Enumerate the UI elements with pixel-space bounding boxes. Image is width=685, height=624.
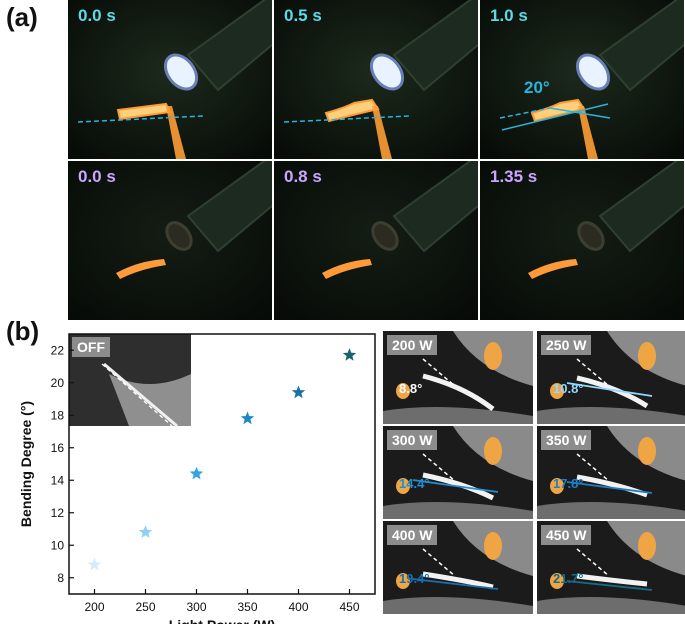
lamp-off <box>165 221 193 251</box>
lamp-light <box>575 53 611 91</box>
photo-scene <box>68 0 272 159</box>
x-tick-label: 250 <box>135 600 155 614</box>
x-tick-label: 350 <box>237 600 257 614</box>
power-label: 400 W <box>387 525 438 545</box>
sample-strip <box>116 259 166 279</box>
holder-glow <box>372 106 392 159</box>
time-label: 0.5 s <box>284 6 322 25</box>
y-tick-label: 8 <box>57 571 64 585</box>
y-tick-label: 22 <box>51 343 65 357</box>
data-point-star <box>87 557 102 571</box>
lamp-off <box>577 221 605 251</box>
lamp-barrel <box>186 161 272 253</box>
power-label: 250 W <box>541 335 592 355</box>
photo-scene <box>383 426 533 519</box>
power-photo: 400 W 19.4° <box>383 521 533 614</box>
photo-scene <box>537 331 685 424</box>
y-axis-label: Bending Degree (°) <box>18 401 34 527</box>
lamp-light <box>369 53 405 91</box>
power-photo: 350 W 17.8° <box>537 426 685 519</box>
y-tick-label: 18 <box>51 408 65 422</box>
x-axis-label: Light Power (W) <box>169 617 276 624</box>
power-label: 450 W <box>541 525 592 545</box>
lamp-barrel <box>392 0 478 92</box>
lamp-barrel <box>598 0 684 92</box>
x-tick-label: 400 <box>288 600 308 614</box>
sample-strip <box>324 98 380 123</box>
data-point-star <box>291 385 306 399</box>
time-label: 1.35 s <box>490 167 538 186</box>
off-inset-photo <box>69 334 191 428</box>
lamp-barrel <box>392 161 478 253</box>
photo-scene <box>537 521 685 614</box>
power-photo: 300 W 14.4° <box>383 426 533 519</box>
photo-frame: 1.35 s <box>480 161 684 320</box>
lamp-barrel <box>598 161 684 253</box>
photo-scene <box>274 161 478 320</box>
photo-frame: 0.8 s <box>274 161 478 320</box>
time-label: 0.0 s <box>78 6 116 25</box>
holder-glow <box>578 106 598 159</box>
y-tick-label: 20 <box>51 376 65 390</box>
photo-scene <box>480 0 684 159</box>
angle-label: 17.8° <box>553 476 584 491</box>
photo-scene <box>383 521 533 614</box>
angle-label: 8.8° <box>399 381 423 396</box>
y-tick-label: 12 <box>51 506 65 520</box>
lamp-barrel <box>186 0 272 92</box>
guide-line <box>77 115 204 123</box>
guide-line <box>283 115 410 123</box>
data-point-star <box>138 525 153 538</box>
holder-glow <box>166 106 186 159</box>
x-tick-label: 450 <box>339 600 359 614</box>
angle-label: 14.4° <box>399 476 430 491</box>
data-point-star <box>240 411 255 425</box>
photo-frame: 1.0 s 20° <box>480 0 684 159</box>
angle-label: 19.4° <box>399 571 430 586</box>
bending-chart: OFF 200 250 300 350 400 450 8 10 12 14 16 18 20 22 Ligh… <box>18 333 376 624</box>
inset-label: OFF <box>77 339 105 355</box>
photo-frame: 0.0 s <box>68 161 272 320</box>
power-label: 300 W <box>387 430 438 450</box>
data-point-star <box>342 348 357 361</box>
photo-scene <box>68 161 272 320</box>
x-tick-label: 200 <box>84 600 104 614</box>
lamp-off <box>371 221 399 251</box>
photo-scene <box>274 0 478 159</box>
power-photo: 200 W 8.8° <box>383 331 533 424</box>
data-point-star <box>189 466 204 480</box>
y-tick-label: 10 <box>51 538 65 552</box>
photo-frame: 0.5 s <box>274 0 478 159</box>
y-tick-label: 14 <box>51 473 65 487</box>
x-tick-label: 300 <box>186 600 206 614</box>
photo-scene <box>383 331 533 424</box>
time-label: 1.0 s <box>490 6 528 25</box>
guide-line <box>499 107 551 119</box>
photo-frame: 0.0 s <box>68 0 272 159</box>
plot-frame <box>68 333 376 595</box>
guide-line <box>501 103 609 131</box>
time-label: 0.8 s <box>284 167 322 186</box>
panel-label-a: (a) <box>6 2 38 32</box>
angle-label: 21.7° <box>553 571 584 586</box>
sample-strip <box>528 259 578 279</box>
power-photo: 250 W 10.8° <box>537 331 685 424</box>
panel-label-b: (b) <box>6 316 40 346</box>
angle-label: 10.8° <box>553 381 584 396</box>
lamp-light <box>163 53 199 91</box>
guide-line <box>549 107 611 119</box>
power-photo: 450 W 21.7° <box>537 521 685 614</box>
power-label: 350 W <box>541 430 592 450</box>
y-tick-label: 16 <box>51 441 65 455</box>
photo-scene <box>480 161 684 320</box>
sample-strip <box>322 259 372 279</box>
angle-label: 20° <box>524 78 550 97</box>
power-label: 200 W <box>387 335 438 355</box>
photo-scene <box>537 426 685 519</box>
time-label: 0.0 s <box>78 167 116 186</box>
